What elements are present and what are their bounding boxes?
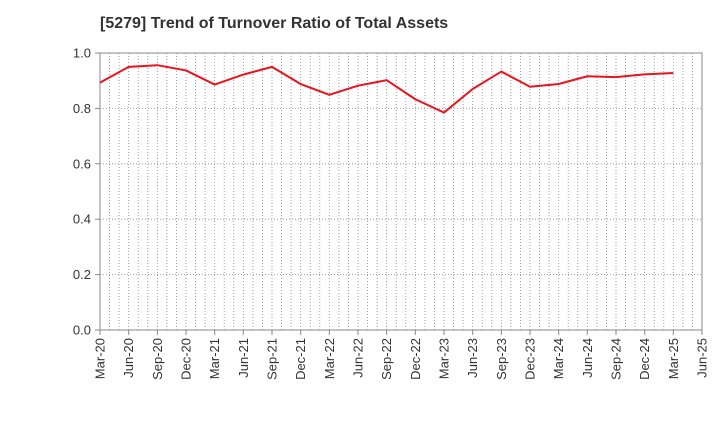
x-tick-label: Mar-20 [93,338,108,379]
x-tick-label: Sep-20 [150,338,165,380]
y-axis: 0.0 0.2 0.4 0.6 0.8 1.0 [73,46,100,338]
series-line [99,64,674,114]
x-tick-label: Jun-22 [351,338,366,378]
x-tick-label: Jun-21 [236,338,251,378]
y-tick-label: 0.4 [73,212,91,227]
chart-title: [5279] Trend of Turnover Ratio of Total … [100,15,449,32]
series-layer [99,64,674,114]
x-tick-label: Dec-20 [179,338,194,380]
y-tick-label: 0.0 [73,323,91,338]
y-tick-label: 0.6 [73,156,91,171]
x-tick-label: Jun-20 [121,338,136,378]
x-tick-label: Mar-21 [207,338,222,379]
x-tick-label: Jun-25 [695,338,710,378]
x-tick-label: Mar-23 [437,338,452,379]
grid-lines [99,52,703,331]
x-tick-label: Jun-24 [580,338,595,378]
x-tick-label: Mar-25 [666,338,681,379]
x-tick-label: Sep-24 [609,338,624,380]
x-tick-label: Dec-22 [408,338,423,380]
x-tick-label: Sep-21 [265,338,280,380]
x-tick-label: Mar-22 [322,338,337,379]
x-tick-label: Dec-23 [523,338,538,380]
y-tick-label: 0.2 [73,267,91,282]
plot-frame [99,52,703,331]
x-tick-label: Dec-24 [637,338,652,380]
y-tick-label: 0.8 [73,101,91,116]
x-axis: Mar-20 Jun-20 Sep-20 Dec-20 Mar-21 Jun-21 Sep-… [93,330,710,380]
x-tick-label: Sep-22 [379,338,394,380]
y-tick-label: 1.0 [73,46,91,61]
x-tick-label: Mar-24 [551,338,566,379]
x-tick-label: Dec-21 [293,338,308,380]
x-tick-label: Jun-23 [465,338,480,378]
x-tick-label: Sep-23 [494,338,509,380]
